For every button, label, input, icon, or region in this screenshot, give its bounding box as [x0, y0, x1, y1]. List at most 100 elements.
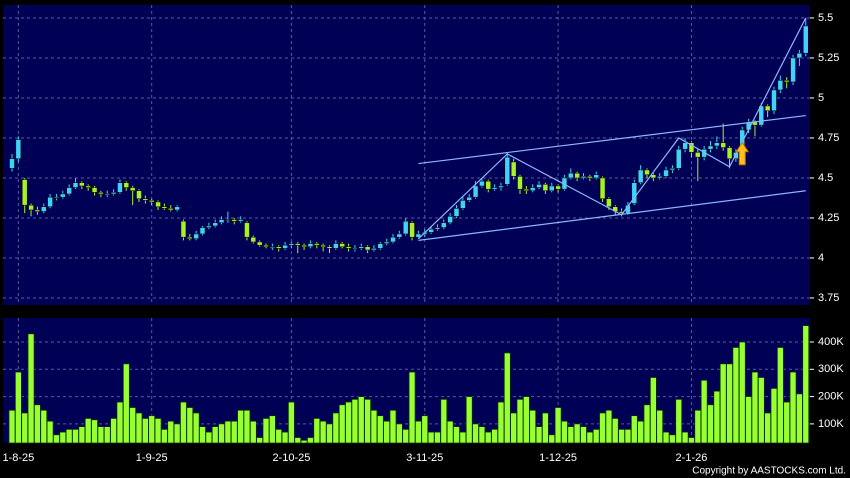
volume-bar: [173, 423, 181, 444]
volume-bar: [34, 404, 41, 444]
volume-bar: [548, 434, 556, 444]
volume-bar: [243, 409, 251, 444]
volume-bar: [294, 437, 302, 444]
candle-body: [199, 227, 206, 235]
volume-bar: [40, 409, 48, 444]
candle-body: [542, 184, 549, 192]
candle-body: [231, 219, 237, 222]
volume-bar: [345, 401, 352, 444]
y-tick-label: 5.5: [818, 12, 833, 24]
candle-body: [682, 142, 688, 150]
volume-bar: [580, 426, 587, 444]
volume-bar: [618, 429, 625, 444]
volume-bar: [472, 423, 479, 444]
candle-body: [593, 174, 599, 179]
volume-bar: [281, 431, 289, 444]
y-tick-label: 4.5: [818, 172, 833, 184]
candle-body: [568, 172, 574, 179]
volume-bar: [669, 434, 676, 444]
volume-bar: [205, 431, 213, 444]
volume-bar: [783, 401, 791, 444]
candle-body: [66, 187, 72, 195]
volume-bar: [27, 333, 35, 444]
volume-bar: [440, 398, 448, 444]
candle-body: [85, 185, 91, 188]
candle-body: [695, 152, 701, 158]
volume-bar: [738, 341, 746, 444]
volume-bar: [503, 352, 511, 444]
volume-bar: [53, 434, 60, 444]
candle-body: [688, 142, 695, 153]
candle-body: [339, 243, 345, 248]
x-tick-label: 1-12-25: [539, 452, 577, 464]
volume-bar: [338, 404, 346, 444]
candle-body: [345, 246, 352, 249]
copyright: Copyright by AASTOCKS.com Ltd.: [692, 466, 846, 477]
candle-body: [377, 243, 384, 249]
candle-body: [441, 222, 447, 228]
candle-body: [460, 200, 466, 209]
volume-bar: [142, 418, 149, 444]
candle-body: [669, 168, 676, 171]
candle-body: [307, 243, 314, 248]
candle-body: [720, 142, 726, 148]
candle-body: [714, 142, 720, 147]
volume-bar: [167, 420, 175, 444]
volume-bar: [656, 409, 664, 444]
volume-bar: [789, 371, 797, 444]
volume-bar: [376, 415, 384, 444]
volume-bar: [237, 409, 244, 444]
volume-bar: [192, 412, 200, 444]
volume-bar: [21, 412, 29, 444]
candle-body: [212, 222, 218, 227]
candle-body: [263, 244, 269, 248]
candle-body: [771, 89, 777, 112]
volume-bar: [262, 418, 270, 444]
candle-body: [371, 248, 377, 251]
volume-bar: [732, 347, 740, 444]
candle-body: [256, 241, 263, 246]
volume-bar: [72, 429, 79, 444]
candle-body: [72, 182, 79, 188]
volume-bar: [396, 423, 403, 444]
volume-bar: [688, 437, 695, 444]
candle-body: [479, 180, 485, 187]
candle-body: [320, 244, 326, 248]
volume-bar: [434, 431, 441, 444]
volume-bar: [522, 396, 530, 444]
volume-bar: [332, 412, 340, 444]
volume-bar: [605, 409, 613, 444]
candle-body: [796, 52, 803, 59]
volume-bar: [199, 426, 206, 444]
volume-bar: [497, 401, 505, 444]
candle-body: [21, 179, 28, 206]
volume-bar: [91, 419, 98, 444]
volume-bar: [161, 429, 168, 444]
candle-body: [47, 196, 53, 208]
volume-bar: [186, 407, 194, 444]
candle-body: [396, 233, 403, 238]
candle-body: [275, 246, 282, 249]
candle-body: [606, 198, 612, 208]
candle-body: [237, 219, 244, 222]
candle-body: [98, 192, 104, 195]
volume-bar: [459, 431, 467, 444]
candle-body: [161, 206, 168, 209]
candle-body: [41, 206, 47, 212]
volume-bar: [211, 426, 219, 444]
volume-bar: [122, 363, 130, 444]
candle-body: [295, 243, 301, 246]
volume-bar: [319, 420, 327, 444]
volume-bar: [796, 393, 803, 444]
candle-body: [364, 246, 371, 251]
volume-bar: [15, 371, 22, 444]
trend-line: [418, 114, 806, 165]
volume-bar: [351, 398, 359, 444]
candle-body: [472, 185, 479, 198]
candle-body: [358, 246, 364, 249]
volume-bar: [148, 415, 156, 444]
volume-bar: [224, 420, 232, 444]
candle-body: [168, 208, 174, 211]
candle-body: [587, 176, 593, 179]
